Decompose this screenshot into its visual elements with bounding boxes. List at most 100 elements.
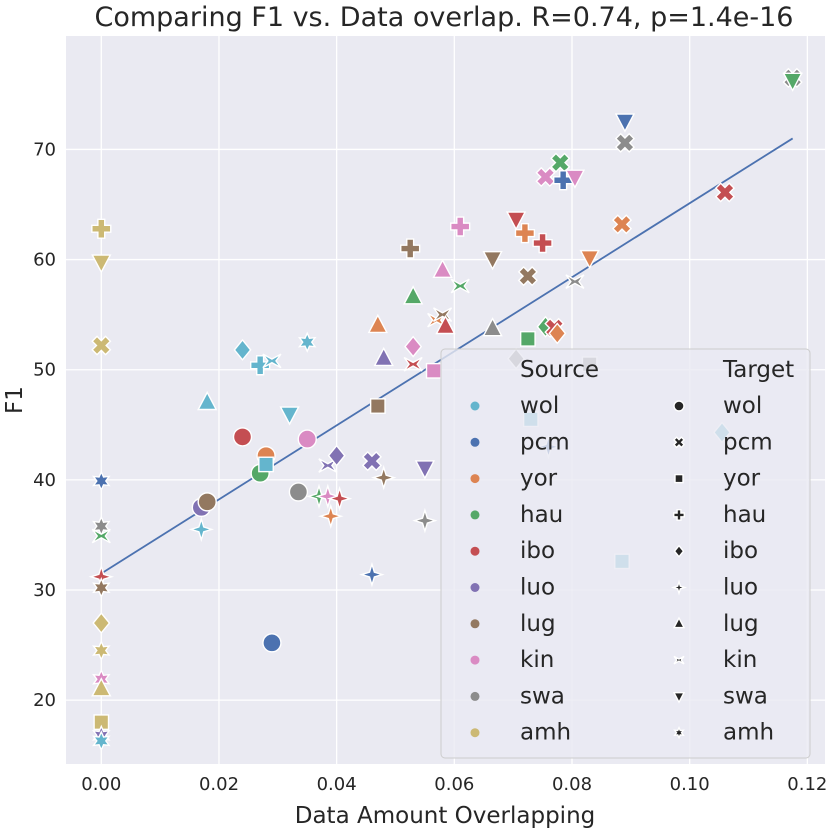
data-point bbox=[91, 218, 112, 239]
data-point bbox=[233, 338, 252, 361]
legend-target-swatch bbox=[673, 400, 685, 412]
data-point bbox=[564, 169, 586, 189]
x-tick-label: 0.00 bbox=[81, 774, 121, 795]
legend-target-label: ibo bbox=[723, 538, 758, 564]
legend-source-label: luo bbox=[520, 575, 555, 601]
legend-source-label: amh bbox=[520, 720, 571, 746]
data-point bbox=[535, 166, 556, 188]
data-point bbox=[550, 152, 571, 173]
legend-source-swatch bbox=[470, 655, 480, 665]
legend-source-swatch bbox=[470, 619, 480, 629]
data-point bbox=[425, 362, 442, 379]
data-point bbox=[326, 485, 353, 512]
legend-target-label: luo bbox=[723, 575, 758, 601]
data-point bbox=[258, 456, 274, 473]
data-point bbox=[482, 317, 503, 337]
legend-source-label: lug bbox=[520, 611, 556, 637]
data-point bbox=[92, 639, 111, 662]
data-point bbox=[565, 274, 585, 289]
legend: Source Target wol pcm yor hau ibo luo lug kin sw… bbox=[440, 348, 811, 759]
data-point bbox=[579, 249, 600, 270]
data-point bbox=[91, 254, 112, 274]
data-point bbox=[614, 113, 636, 133]
legend-source-swatch bbox=[470, 583, 480, 592]
data-point bbox=[400, 238, 421, 259]
legend-target-swatch bbox=[672, 436, 686, 449]
data-point bbox=[262, 353, 282, 369]
data-point bbox=[782, 72, 803, 92]
legend-target-label: swa bbox=[723, 683, 768, 709]
legend-target-swatch bbox=[673, 544, 685, 558]
data-point bbox=[403, 356, 423, 372]
chart-title: Comparing F1 vs. Data overlap. R=0.74, p… bbox=[95, 2, 794, 33]
data-point bbox=[369, 398, 386, 414]
legend-target-swatch bbox=[672, 691, 686, 704]
data-point bbox=[517, 266, 538, 287]
y-tick-label: 70 bbox=[33, 139, 56, 160]
data-point bbox=[297, 331, 317, 353]
x-tick-label: 0.02 bbox=[199, 774, 239, 795]
data-point bbox=[373, 346, 394, 367]
data-point bbox=[414, 460, 436, 480]
data-point bbox=[318, 503, 344, 529]
legend-source-label: kin bbox=[520, 647, 554, 673]
data-point bbox=[435, 314, 456, 335]
legend-target-swatch bbox=[673, 508, 685, 521]
data-point bbox=[514, 222, 536, 244]
legend-source-label: ibo bbox=[520, 538, 555, 564]
data-point bbox=[614, 132, 636, 153]
data-point bbox=[232, 427, 253, 447]
legend-source-swatch bbox=[470, 691, 480, 701]
x-tick-labels: 0.00 0.02 0.04 0.06 0.08 0.10 0.12 bbox=[81, 774, 827, 795]
legend-source-swatch bbox=[470, 437, 480, 447]
data-point bbox=[548, 322, 567, 345]
legend-target-label: lug bbox=[723, 611, 759, 637]
data-point bbox=[288, 482, 309, 502]
data-point bbox=[450, 278, 470, 294]
y-tick-label: 20 bbox=[33, 690, 56, 711]
data-point bbox=[279, 406, 300, 426]
legend-target-label: wol bbox=[723, 393, 762, 419]
data-point bbox=[188, 516, 215, 543]
data-point bbox=[262, 633, 282, 653]
x-tick-label: 0.10 bbox=[670, 774, 710, 795]
data-point bbox=[532, 232, 553, 254]
data-point bbox=[92, 612, 111, 635]
data-point bbox=[197, 390, 218, 411]
data-point bbox=[315, 483, 341, 510]
x-tick-label: 0.06 bbox=[434, 774, 474, 795]
data-point bbox=[553, 170, 574, 191]
legend-target-label: amh bbox=[723, 720, 774, 746]
legend-target-title: Target bbox=[722, 357, 794, 383]
data-point bbox=[91, 528, 111, 544]
legend-source-label: yor bbox=[520, 466, 558, 492]
data-point bbox=[450, 216, 471, 237]
data-point bbox=[359, 561, 385, 588]
data-point bbox=[91, 335, 112, 356]
legend-target-label: pcm bbox=[723, 429, 773, 455]
legend-source-label: hau bbox=[520, 502, 563, 528]
data-point bbox=[714, 182, 736, 203]
data-point bbox=[92, 730, 111, 752]
legend-source-swatch bbox=[470, 546, 480, 556]
data-point bbox=[432, 258, 453, 279]
legend-target-label: kin bbox=[723, 647, 757, 673]
legend-source-swatch bbox=[470, 401, 480, 411]
legend-source-swatch bbox=[470, 728, 480, 738]
x-tick-label: 0.08 bbox=[552, 774, 592, 795]
data-point bbox=[318, 458, 338, 473]
data-point bbox=[482, 251, 503, 271]
legend-source-label: wol bbox=[520, 393, 559, 419]
data-point bbox=[370, 464, 397, 491]
legend-target-swatch bbox=[674, 473, 684, 484]
x-tick-label: 0.04 bbox=[317, 774, 357, 795]
data-point bbox=[327, 444, 346, 467]
data-point bbox=[611, 214, 633, 235]
legend-target-swatch bbox=[672, 616, 686, 629]
y-tick-labels: 20 30 40 50 60 70 bbox=[33, 139, 56, 711]
data-point bbox=[91, 677, 112, 697]
data-point bbox=[297, 429, 317, 449]
legend-source-title: Source bbox=[520, 357, 599, 383]
legend-target-label: hau bbox=[723, 502, 766, 528]
y-tick-label: 30 bbox=[33, 580, 56, 601]
